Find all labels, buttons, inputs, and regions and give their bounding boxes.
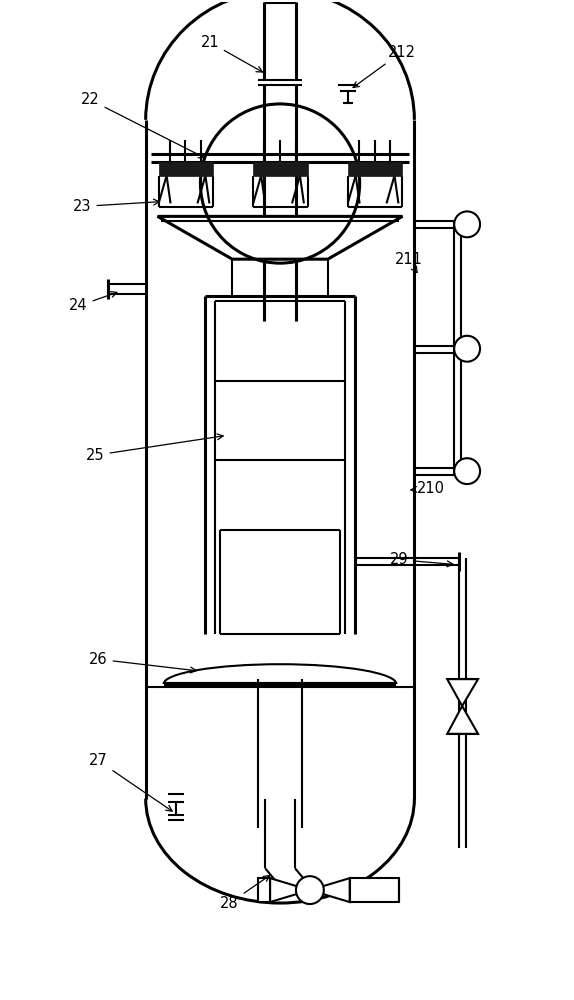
Text: 28: 28	[220, 876, 270, 911]
Polygon shape	[158, 216, 402, 259]
Bar	[258, 878, 270, 902]
Text: 23: 23	[73, 199, 160, 214]
Text: 211: 211	[394, 252, 422, 273]
Bar	[158, 162, 214, 176]
Polygon shape	[447, 706, 478, 734]
Text: 24: 24	[69, 292, 117, 313]
Polygon shape	[310, 878, 350, 902]
Text: 21: 21	[200, 35, 262, 72]
Circle shape	[454, 458, 480, 484]
Text: 26: 26	[89, 652, 196, 673]
Polygon shape	[447, 679, 478, 706]
Bar	[253, 162, 308, 176]
Text: 212: 212	[353, 45, 416, 88]
Bar	[348, 162, 402, 176]
Text: 25: 25	[86, 434, 223, 463]
Text: 27: 27	[89, 753, 172, 811]
Text: 29: 29	[390, 552, 453, 567]
Circle shape	[296, 876, 324, 904]
Polygon shape	[270, 878, 310, 902]
Text: 22: 22	[81, 92, 205, 158]
Text: 210: 210	[411, 481, 445, 496]
Bar	[350, 878, 400, 902]
Circle shape	[454, 211, 480, 237]
Circle shape	[454, 336, 480, 362]
